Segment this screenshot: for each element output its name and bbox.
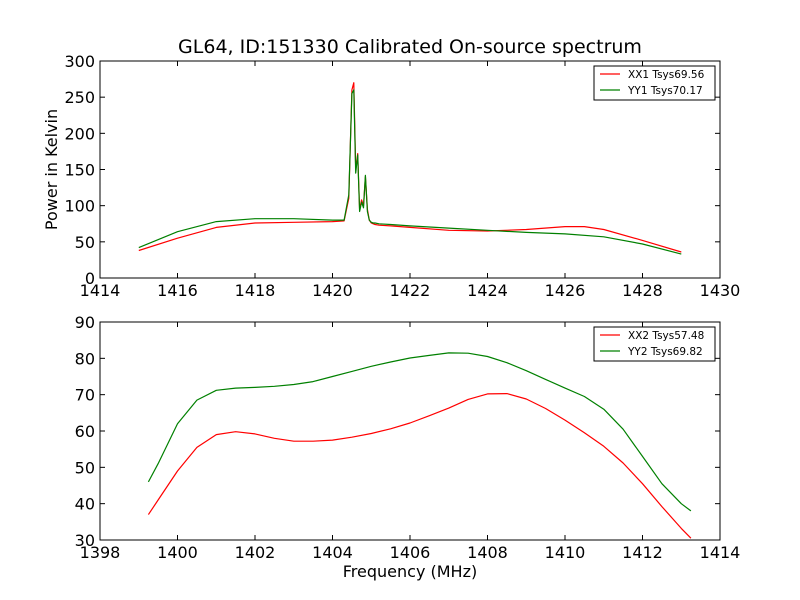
top-x-tick-label: 1418 <box>235 281 276 300</box>
bottom-legend-box <box>593 326 716 362</box>
top-y-axis-label: Power in Kelvin <box>42 109 61 230</box>
top-legend-label-xx1: XX1 Tsys69.56 <box>628 69 705 81</box>
bottom-x-tick-label: 1408 <box>467 543 508 562</box>
bottom-x-tick-label: 1400 <box>157 543 198 562</box>
figure-title: GL64, ID:151330 Calibrated On-source spe… <box>178 36 642 58</box>
bottom-x-axis-label: Frequency (MHz) <box>343 562 477 581</box>
top-x-tick-label: 1424 <box>467 281 508 300</box>
top-x-tick-label: 1430 <box>700 281 741 300</box>
bottom-series-layer <box>147 352 692 539</box>
top-series-line-yy <box>138 89 682 255</box>
bottom-y-tick-label: 60 <box>75 422 95 441</box>
top-series-layer <box>138 82 682 255</box>
bottom-y-tick-label: 70 <box>75 386 95 405</box>
bottom-x-tick-label: 1406 <box>390 543 431 562</box>
top-x-tick-label: 1414 <box>80 281 121 300</box>
top-y-tick-label: 150 <box>64 161 95 180</box>
bottom-y-tick-label: 90 <box>75 313 95 332</box>
top-legend-label-yy1: YY1 Tsys70.17 <box>627 85 703 97</box>
top-y-tick-label: 100 <box>64 197 95 216</box>
bottom-series-line-xx <box>147 393 692 539</box>
bottom-x-tick-label: 1402 <box>235 543 276 562</box>
bottom-series-line-yy <box>147 352 692 512</box>
bottom-x-tick-label: 1414 <box>700 543 741 562</box>
bottom-legend: XX2 Tsys57.48 YY2 Tsys69.82 <box>593 326 716 362</box>
bottom-y-tick-label: 40 <box>75 495 95 514</box>
top-x-tick-label: 1426 <box>545 281 586 300</box>
bottom-x-tick-label: 1410 <box>545 543 586 562</box>
bottom-x-tick-label: 1412 <box>622 543 663 562</box>
top-legend-box <box>593 65 716 101</box>
bottom-panel: 1398 1400 1402 1404 1406 1408 1410 1412 1414 30 40… <box>75 313 741 581</box>
top-y-tick-label: 300 <box>64 52 95 71</box>
top-y-tick-label: 250 <box>64 88 95 107</box>
top-y-tick-label: 0 <box>85 269 95 288</box>
bottom-y-tick-label: 50 <box>75 458 95 477</box>
top-y-tick-label: 200 <box>64 124 95 143</box>
top-x-tick-label: 1422 <box>390 281 431 300</box>
bottom-legend-label-xx2: XX2 Tsys57.48 <box>628 330 704 342</box>
top-ticks-layer: 1414 1416 1418 1420 1422 1424 1426 1428 1430 0 50 1… <box>64 52 740 300</box>
bottom-y-tick-label: 80 <box>75 349 95 368</box>
top-x-tick-label: 1416 <box>157 281 198 300</box>
top-legend: XX1 Tsys69.56 YY1 Tsys70.17 <box>593 65 716 101</box>
top-panel: 1414 1416 1418 1420 1422 1424 1426 1428 1430 0 50 1… <box>42 52 740 300</box>
top-y-tick-label: 50 <box>75 233 95 252</box>
bottom-y-tick-label: 30 <box>75 531 95 550</box>
top-x-tick-label: 1420 <box>312 281 353 300</box>
bottom-x-tick-label: 1398 <box>80 543 121 562</box>
bottom-ticks-layer: 1398 1400 1402 1404 1406 1408 1410 1412 1414 30 40… <box>75 313 741 562</box>
top-x-tick-label: 1428 <box>622 281 663 300</box>
bottom-x-tick-label: 1404 <box>312 543 353 562</box>
bottom-legend-label-yy2: YY2 Tsys69.82 <box>627 346 703 358</box>
